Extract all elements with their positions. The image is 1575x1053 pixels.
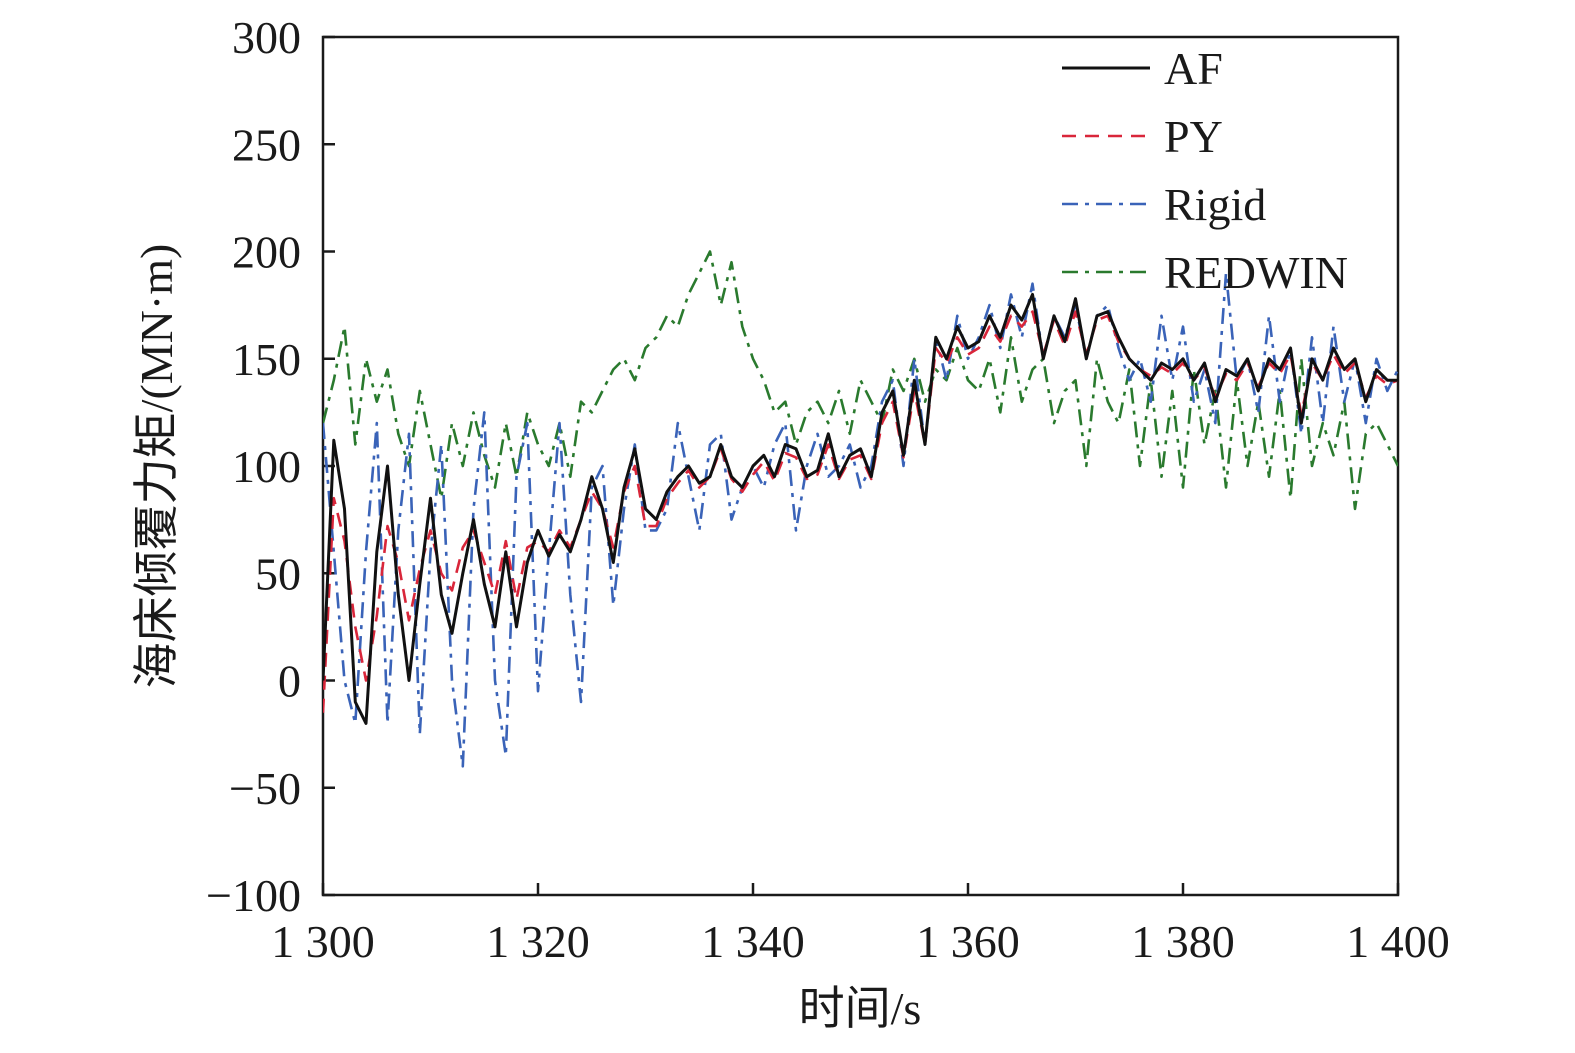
y-tick-label: 50 — [255, 548, 301, 599]
y-tick-label: 0 — [278, 656, 301, 707]
series-line-af — [323, 292, 1398, 725]
y-tick-label: −50 — [229, 763, 301, 814]
series-line-redwin — [323, 250, 1398, 511]
legend-label-py: PY — [1164, 111, 1223, 162]
y-tick-label: 300 — [232, 12, 301, 63]
x-tick-label: 1 340 — [701, 916, 805, 967]
axis-ticks: 1 300 1 320 1 340 1 360 1 380 1 400 −100 −50 0 50… — [206, 12, 1450, 967]
y-tick-label: 200 — [232, 227, 301, 278]
y-tick-label: 150 — [232, 334, 301, 385]
y-tick-label: −100 — [206, 870, 301, 921]
x-tick-label: 1 380 — [1131, 916, 1235, 967]
plot-frame — [321, 35, 1400, 897]
y-axis-title: 海床倾覆力矩/(MN·m) — [131, 244, 182, 689]
y-tick-label: 100 — [232, 441, 301, 492]
x-axis-title: 时间/s — [799, 983, 922, 1034]
x-tick-label: 1 360 — [916, 916, 1020, 967]
legend-label-redwin: REDWIN — [1164, 247, 1348, 298]
legend: AF PY Rigid REDWIN — [1062, 43, 1348, 298]
series-line-py — [323, 310, 1398, 713]
legend-label-af: AF — [1164, 43, 1223, 94]
x-tick-label: 1 400 — [1346, 916, 1450, 967]
legend-label-rigid: Rigid — [1164, 179, 1266, 230]
x-tick-label: 1 320 — [486, 916, 590, 967]
x-tick-label: 1 300 — [271, 916, 375, 967]
y-tick-label: 250 — [232, 119, 301, 170]
series-line-rigid — [323, 271, 1398, 768]
series-layer — [323, 250, 1398, 768]
